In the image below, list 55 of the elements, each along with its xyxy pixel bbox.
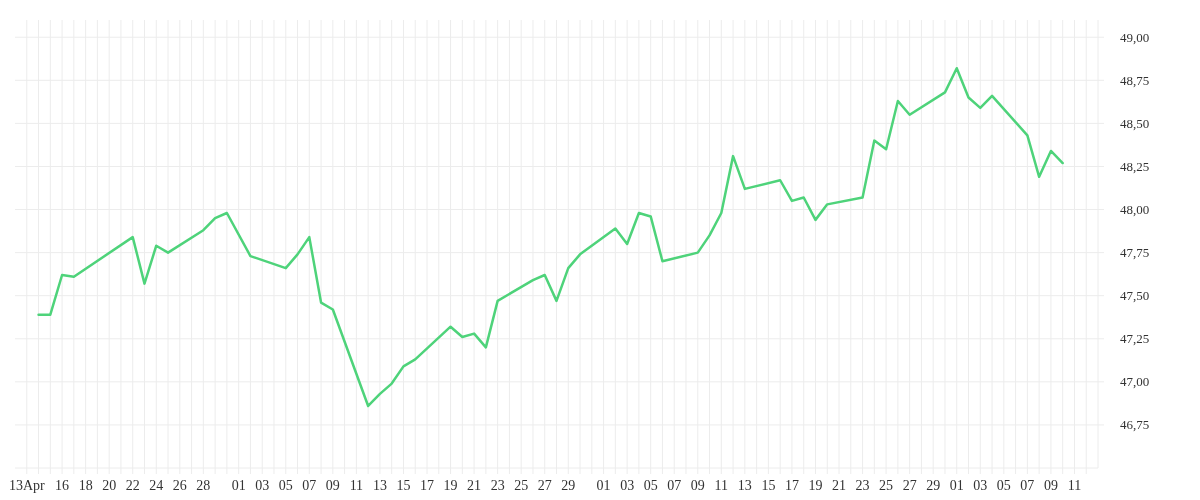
x-tick-label: 09 [690, 478, 705, 493]
x-tick-label: 23 [855, 478, 870, 493]
x-tick-label: 27 [902, 478, 917, 493]
y-tick-label: 48,75 [1120, 72, 1150, 88]
y-tick-label: 48,00 [1120, 202, 1150, 218]
x-tick-label: 13Apr [8, 478, 45, 493]
x-tick-label: 07 [302, 478, 317, 493]
x-tick-label: 27 [537, 478, 552, 493]
x-tick-label: 17 [420, 478, 435, 493]
x-tick-label: 24 [149, 478, 164, 493]
y-tick-label: 47,25 [1120, 331, 1150, 347]
x-tick-label: 19 [808, 478, 823, 493]
x-tick-label: 13 [737, 478, 752, 493]
x-tick-label: 15 [761, 478, 776, 493]
x-tick-label: 01 [231, 478, 246, 493]
x-tick-label: 29 [561, 478, 576, 493]
x-tick-label: 03 [255, 478, 270, 493]
y-tick-label: 46,75 [1120, 417, 1150, 433]
y-tick-label: 47,50 [1120, 288, 1150, 304]
x-tick-label: 13 [372, 478, 387, 493]
x-tick-label: 21 [832, 478, 847, 493]
y-tick-label: 47,75 [1120, 245, 1150, 261]
x-tick-label: 21 [467, 478, 482, 493]
x-tick-label: 07 [1020, 478, 1035, 493]
y-tick-label: 48,50 [1120, 115, 1150, 131]
x-tick-label: 28 [196, 478, 211, 493]
x-tick-label: 18 [78, 478, 93, 493]
x-tick-label: 11 [714, 478, 729, 493]
x-tick-label: 09 [325, 478, 340, 493]
x-tick-label: 25 [879, 478, 894, 493]
y-tick-label: 48,25 [1120, 159, 1150, 175]
x-tick-label: 20 [102, 478, 117, 493]
x-tick-label: 25 [514, 478, 529, 493]
x-tick-label: 11 [1067, 478, 1082, 493]
x-tick-label: 09 [1043, 478, 1058, 493]
x-tick-label: 05 [996, 478, 1011, 493]
y-tick-label: 49,00 [1120, 29, 1150, 45]
x-tick-label: 05 [278, 478, 293, 493]
x-tick-label: 05 [643, 478, 658, 493]
x-tick-label: 29 [926, 478, 941, 493]
x-tick-label: 03 [973, 478, 988, 493]
x-tick-label: 16 [55, 478, 70, 493]
y-tick-label: 47,00 [1120, 374, 1150, 390]
x-tick-label: 23 [490, 478, 505, 493]
x-tick-label: 07 [667, 478, 682, 493]
x-tick-label: 26 [172, 478, 187, 493]
x-tick-label: 01 [949, 478, 964, 493]
x-tick-label: 22 [125, 478, 140, 493]
x-tick-label: 19 [443, 478, 458, 493]
line-series [37, 67, 1064, 408]
x-tick-label: 15 [396, 478, 411, 493]
x-tick-label: 03 [620, 478, 635, 493]
x-tick-label: 11 [349, 478, 364, 493]
x-tick-label: 01 [596, 478, 611, 493]
x-tick-label: 17 [784, 478, 799, 493]
